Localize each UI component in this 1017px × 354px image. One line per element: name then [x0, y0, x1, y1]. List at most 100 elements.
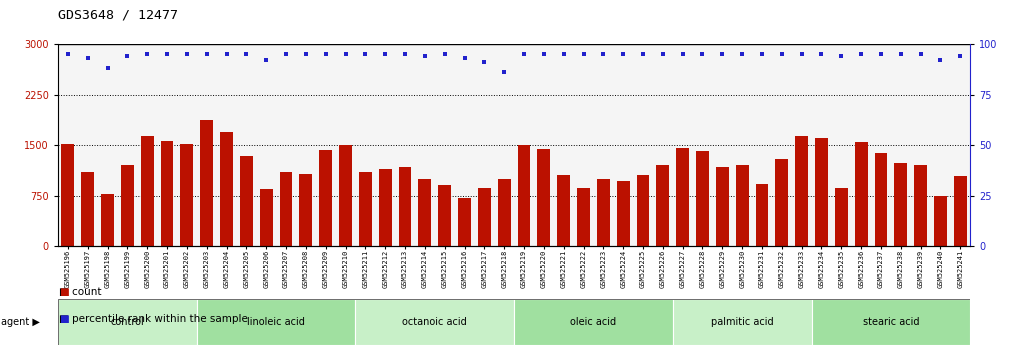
Bar — [280, 172, 293, 246]
Point — [615, 51, 632, 57]
Point — [417, 53, 433, 59]
Point — [198, 51, 215, 57]
Point — [516, 51, 532, 57]
Point — [476, 59, 492, 65]
Text: ■ percentile rank within the sample: ■ percentile rank within the sample — [59, 314, 248, 324]
Bar — [220, 132, 233, 246]
Point — [714, 51, 730, 57]
Point — [635, 51, 651, 57]
Bar — [795, 136, 809, 246]
Bar — [196, 299, 356, 345]
Bar — [597, 179, 610, 246]
Text: ■: ■ — [59, 287, 69, 297]
Text: control: control — [111, 317, 144, 327]
Point — [814, 51, 830, 57]
Point — [555, 51, 572, 57]
Bar — [812, 299, 970, 345]
Bar — [497, 179, 511, 246]
Point — [159, 51, 175, 57]
Bar — [180, 144, 193, 246]
Bar — [299, 174, 312, 246]
Bar — [673, 299, 812, 345]
Bar — [81, 172, 95, 246]
Point — [219, 51, 235, 57]
Point — [496, 70, 513, 75]
Point — [536, 51, 552, 57]
Bar — [756, 184, 769, 246]
Point — [357, 51, 373, 57]
Bar — [359, 172, 372, 246]
Bar — [378, 169, 392, 246]
Text: agent ▶: agent ▶ — [1, 317, 40, 327]
Point — [774, 51, 790, 57]
Bar — [259, 189, 273, 246]
Bar — [815, 138, 828, 246]
Bar — [319, 150, 333, 246]
Text: linoleic acid: linoleic acid — [247, 317, 305, 327]
Bar — [656, 165, 669, 246]
Point — [734, 51, 751, 57]
Bar — [954, 176, 967, 246]
Point — [595, 51, 611, 57]
Bar — [934, 195, 947, 246]
Bar — [616, 181, 630, 246]
Point — [100, 65, 116, 71]
Point — [278, 51, 294, 57]
Point — [179, 51, 195, 57]
Point — [258, 58, 275, 63]
Point — [436, 51, 453, 57]
Bar — [61, 144, 74, 246]
Text: octanoic acid: octanoic acid — [403, 317, 467, 327]
Point — [79, 56, 96, 61]
Point — [893, 51, 909, 57]
Point — [119, 53, 135, 59]
Text: ■ count: ■ count — [59, 287, 102, 297]
Point — [576, 51, 592, 57]
Text: ■: ■ — [59, 314, 69, 324]
Bar — [696, 150, 709, 246]
Text: oleic acid: oleic acid — [571, 317, 616, 327]
Bar — [58, 299, 196, 345]
Point — [853, 51, 870, 57]
Bar — [894, 163, 907, 246]
Point — [952, 53, 968, 59]
Bar — [537, 149, 550, 246]
Bar — [716, 167, 729, 246]
Bar — [121, 165, 134, 246]
Text: GDS3648 / 12477: GDS3648 / 12477 — [58, 9, 178, 22]
Point — [833, 53, 849, 59]
Point — [377, 51, 394, 57]
Bar — [339, 145, 352, 246]
Bar — [140, 136, 154, 246]
Bar — [438, 185, 452, 246]
Point — [317, 51, 334, 57]
Point — [238, 51, 254, 57]
Bar — [399, 167, 412, 246]
Point — [933, 58, 949, 63]
Bar — [418, 179, 431, 246]
Bar — [458, 198, 471, 246]
Text: stearic acid: stearic acid — [862, 317, 919, 327]
Point — [674, 51, 691, 57]
Bar — [200, 120, 214, 246]
Bar — [101, 194, 114, 246]
Bar — [161, 141, 174, 246]
Bar — [577, 188, 590, 246]
Point — [873, 51, 889, 57]
Point — [338, 51, 354, 57]
Bar — [557, 175, 571, 246]
Point — [457, 56, 473, 61]
Bar — [518, 145, 531, 246]
Bar — [478, 188, 491, 246]
Point — [298, 51, 314, 57]
Point — [793, 51, 810, 57]
Bar — [514, 299, 673, 345]
Bar — [835, 188, 848, 246]
Bar — [637, 175, 650, 246]
Bar — [914, 165, 928, 246]
Bar — [676, 148, 690, 246]
Bar — [240, 156, 253, 246]
Point — [139, 51, 156, 57]
Point — [60, 51, 76, 57]
Point — [655, 51, 671, 57]
